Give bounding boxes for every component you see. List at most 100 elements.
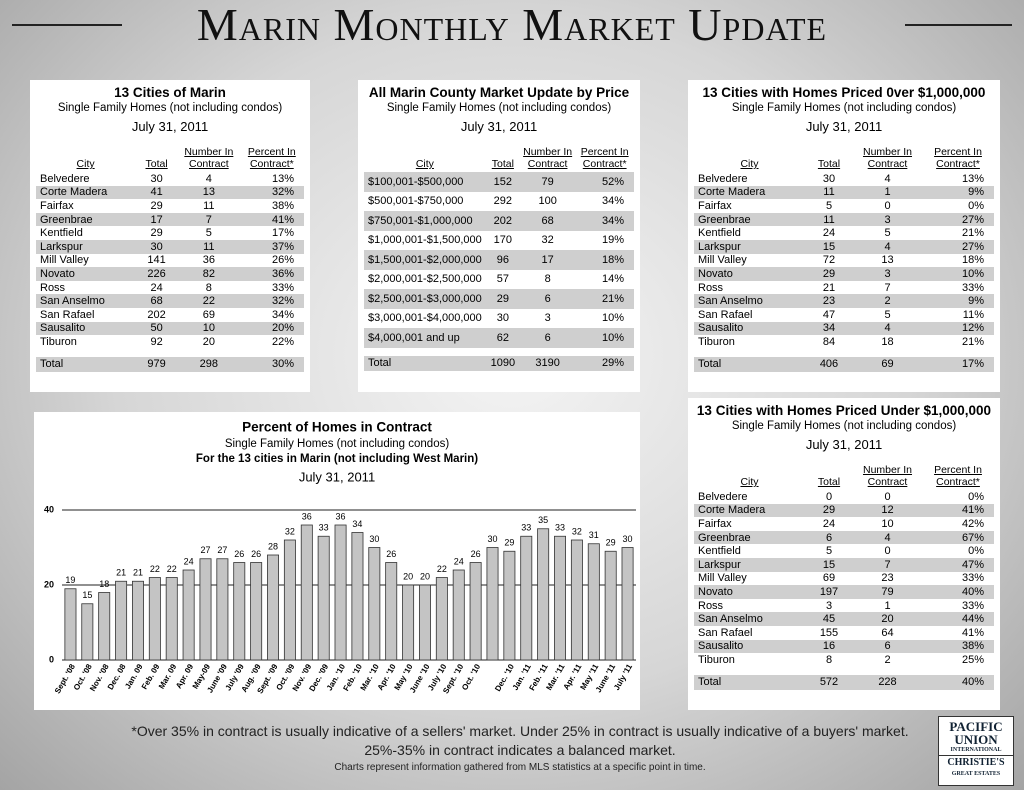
table-cell: Mill Valley <box>698 254 747 267</box>
table-row: Corte Madera 11 1 9% <box>694 185 994 200</box>
column-header: Number In Contract <box>853 460 922 490</box>
table-row: $1,000,001-$1,500,000 170 32 19% <box>364 231 634 251</box>
table-cell: 15 <box>805 557 853 572</box>
table-date: July 31, 2011 <box>131 119 209 134</box>
value-label: 35 <box>538 515 548 525</box>
table-cell: 10% <box>575 328 634 348</box>
table-cell: 17 <box>519 250 576 270</box>
table-cell: 9% <box>922 294 994 308</box>
table-cell: 29 <box>150 199 163 212</box>
footer-note: *Over 35% in contract is usually indicat… <box>131 723 909 739</box>
table-row: San Rafael 47 5 11% <box>694 308 994 322</box>
logo-text: PACIFIC <box>949 719 1003 734</box>
table-cell: 13 <box>881 254 894 267</box>
bar <box>368 547 381 661</box>
data-table: City Total Number In Contract Percent In Co… <box>36 142 304 372</box>
table-cell: 34 <box>805 321 853 336</box>
table-cell: 33% <box>961 572 984 585</box>
table-cell: 11 <box>805 212 853 227</box>
table-row: Novato 29 3 10% <box>694 267 994 281</box>
bar <box>81 603 94 661</box>
table-cell: 32 <box>541 234 554 247</box>
total-cell: 17% <box>922 356 994 372</box>
table-cell: 11 <box>805 185 853 200</box>
table-cell: 22 <box>178 294 240 308</box>
value-label: 27 <box>217 545 227 555</box>
table-row: Fairfax 24 10 42% <box>694 517 994 531</box>
total-row: Total 572 228 40% <box>694 674 994 690</box>
table-cell: $2,500,001-$3,000,000 <box>364 289 486 309</box>
bar <box>267 554 280 661</box>
table-cell: 7 <box>178 212 240 227</box>
table-cell: 33% <box>271 281 294 294</box>
value-label: 33 <box>521 523 531 533</box>
table-cell: 79 <box>519 172 576 192</box>
table-cell: 72 <box>822 254 836 267</box>
table-cell: 4 <box>205 172 212 185</box>
total-cell: 3190 <box>519 355 576 371</box>
table-row: Kentfield 5 0 0% <box>694 544 994 558</box>
table-cell: 5 <box>884 308 891 321</box>
table-cell: 27% <box>922 212 994 227</box>
table-cell: Larkspur <box>694 239 805 254</box>
value-label: 30 <box>623 534 633 544</box>
column-header-text: Total <box>817 158 841 170</box>
column-header: Percent In Contract* <box>922 142 994 172</box>
table-cell: 40% <box>922 585 994 599</box>
table-cell: 8 <box>205 281 212 294</box>
table-row: $100,001-$500,000 152 79 52% <box>364 172 634 192</box>
column-header-text: City <box>740 158 759 170</box>
table-cell: 29 <box>150 227 163 240</box>
table-cell: 38% <box>922 639 994 654</box>
table-cell: 10 <box>178 321 240 336</box>
value-label: 20 <box>420 571 430 581</box>
y-tick-label: 20 <box>44 579 54 589</box>
table-cell: 0% <box>968 199 984 212</box>
table-subtitle: Single Family Homes (not including condo… <box>731 102 957 114</box>
logo: PACIFIC UNION INTERNATIONAL CHRISTIE'S G… <box>938 716 1014 786</box>
bar <box>587 543 600 661</box>
table-row: Belvedere 30 4 13% <box>694 172 994 186</box>
table-row: San Anselmo 68 22 32% <box>36 294 304 308</box>
table-cell: Tiburon <box>698 653 735 666</box>
bar <box>418 584 431 661</box>
table-title: All Marin County Market Update by Price <box>368 85 630 100</box>
value-label: 22 <box>150 564 160 574</box>
table-cell: Larkspur <box>694 557 805 572</box>
table-row: $750,001-$1,000,000 202 68 34% <box>364 211 634 231</box>
table-cell: 25% <box>961 653 984 666</box>
table-row: $2,500,001-$3,000,000 29 6 21% <box>364 289 634 309</box>
column-header-text: City <box>740 476 759 488</box>
table-cell: 6 <box>805 530 853 545</box>
value-label: 27 <box>200 545 210 555</box>
total-cell: 572 <box>805 674 853 690</box>
bar <box>216 558 229 661</box>
table-date: July 31, 2011 <box>805 437 883 452</box>
total-cell: 69 <box>853 356 922 372</box>
table-cell: 197 <box>805 585 853 599</box>
table-cell: Novato <box>36 267 136 281</box>
table-cell: 8 <box>544 273 551 286</box>
table-cell: Ross <box>698 281 724 294</box>
table-cell: Ross <box>40 281 66 294</box>
table-cell: 0 <box>884 490 891 503</box>
bar <box>199 558 212 661</box>
table-cell: 29 <box>805 267 853 281</box>
table-cell: 37% <box>239 239 304 254</box>
table-cell: Tiburon <box>40 335 77 348</box>
table-cell: 41% <box>239 212 304 227</box>
table-cell: Greenbrae <box>694 212 805 227</box>
title-rule <box>12 24 122 26</box>
table-cell: 30 <box>135 239 179 254</box>
table-row: Kentfield 24 5 21% <box>694 226 994 240</box>
table-row: Belvedere 30 4 13% <box>36 172 304 186</box>
table-cell: 226 <box>135 267 179 281</box>
table-cell: 10% <box>922 267 994 281</box>
table-cell: 1 <box>884 599 891 612</box>
table-cell: 21% <box>575 289 634 309</box>
bar <box>402 584 415 661</box>
table-cell: Fairfax <box>698 517 732 530</box>
bar <box>537 528 550 661</box>
value-label: 15 <box>82 590 92 600</box>
